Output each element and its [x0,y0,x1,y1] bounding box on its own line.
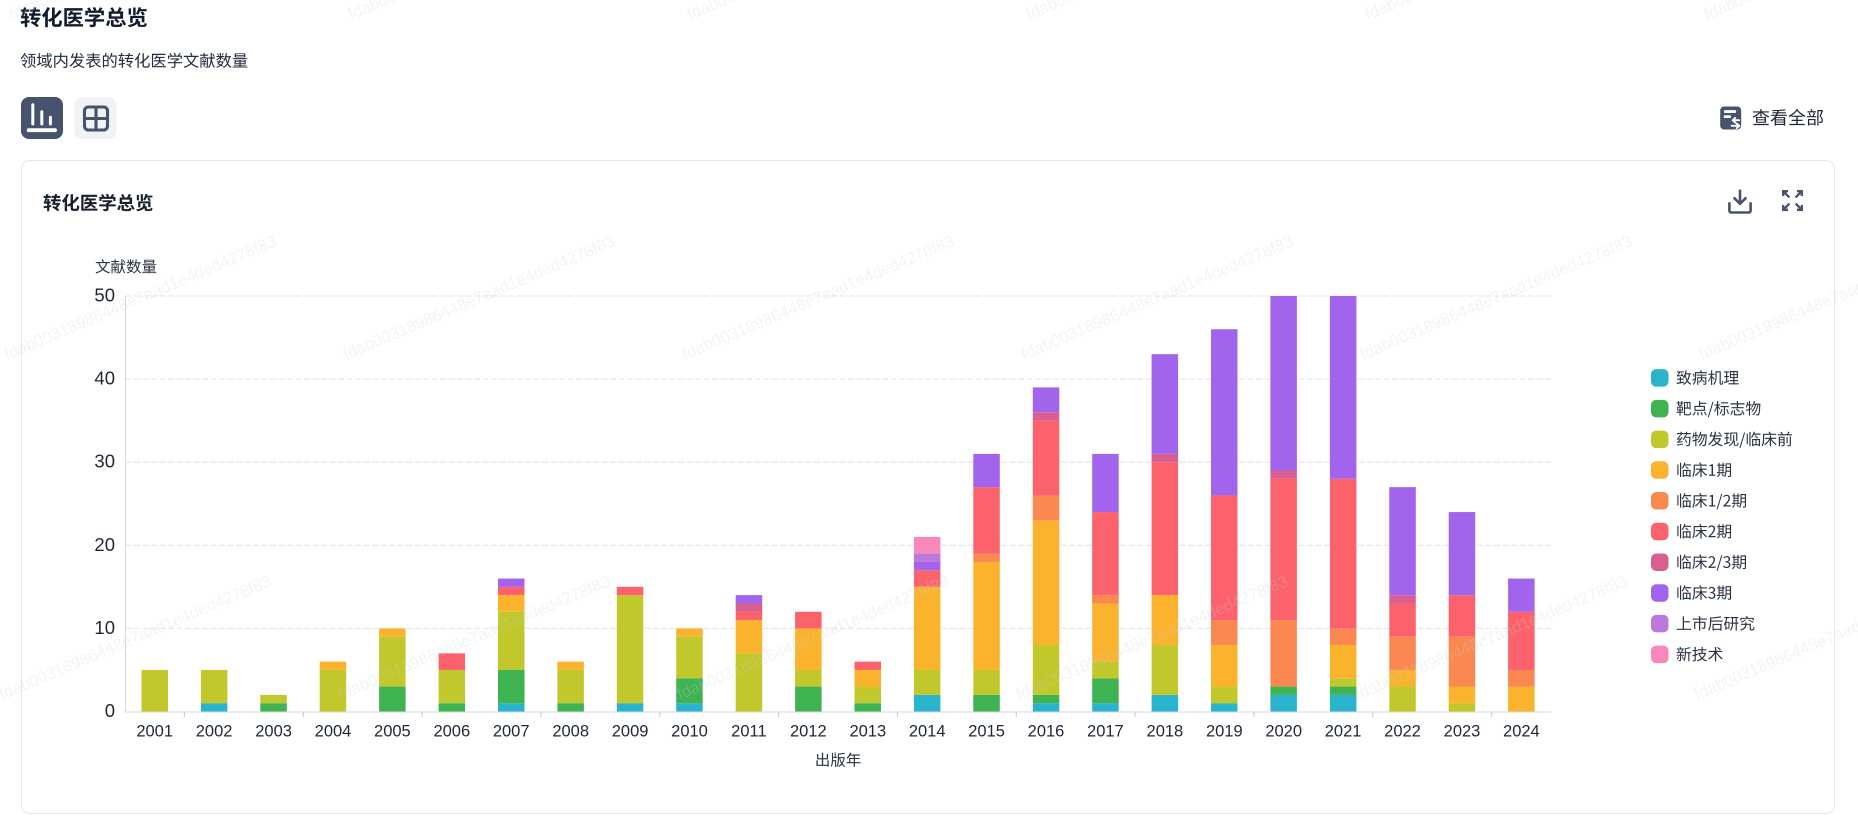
svg-text:2002: 2002 [196,723,233,741]
svg-text:2005: 2005 [374,723,411,741]
svg-text:40: 40 [94,368,115,389]
svg-text:2017: 2017 [1087,723,1124,741]
svg-text:2004: 2004 [315,723,352,741]
svg-text:2010: 2010 [671,723,708,741]
svg-text:2018: 2018 [1147,723,1184,741]
svg-text:2024: 2024 [1503,723,1540,741]
svg-text:2023: 2023 [1444,723,1481,741]
svg-text:2013: 2013 [849,723,886,741]
svg-text:2016: 2016 [1028,723,1065,741]
svg-text:0: 0 [105,700,115,721]
svg-text:2003: 2003 [255,723,292,741]
svg-text:2022: 2022 [1384,723,1421,741]
svg-text:2008: 2008 [552,723,589,741]
svg-text:2009: 2009 [612,723,649,741]
svg-text:30: 30 [94,451,115,472]
svg-text:20: 20 [94,534,115,555]
svg-text:2019: 2019 [1206,723,1243,741]
svg-text:2001: 2001 [136,723,173,741]
svg-text:10: 10 [94,617,115,638]
svg-text:2015: 2015 [968,723,1005,741]
svg-text:2020: 2020 [1265,723,1302,741]
svg-text:2006: 2006 [433,723,470,741]
svg-text:2007: 2007 [493,723,530,741]
svg-text:2014: 2014 [909,723,946,741]
svg-text:2012: 2012 [790,723,827,741]
svg-text:2011: 2011 [731,723,766,741]
svg-text:50: 50 [94,285,115,306]
svg-text:2021: 2021 [1325,723,1362,741]
